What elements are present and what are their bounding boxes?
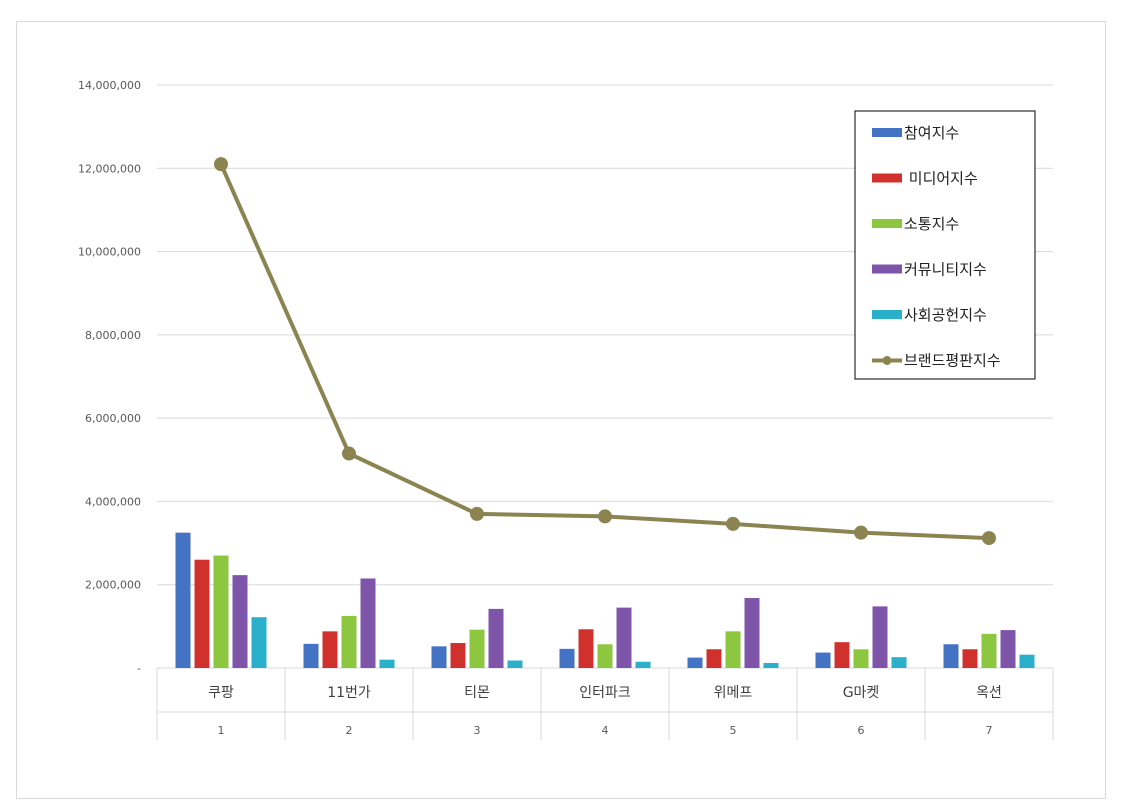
bar-5-7 (1019, 654, 1035, 668)
x-category-label: 11번가 (327, 685, 371, 701)
bar-3-2 (341, 615, 357, 668)
bar-1-6 (815, 652, 831, 668)
y-tick-label: - (137, 662, 141, 675)
bar-1-2 (303, 643, 319, 668)
x-category-label: 위메프 (714, 685, 753, 701)
bar-4-2 (360, 578, 376, 668)
bar-2-6 (834, 642, 850, 668)
x-rank-label: 3 (474, 724, 481, 737)
line-point-1 (214, 157, 228, 172)
x-category-label: G마켓 (843, 685, 880, 701)
bar-4-1 (232, 575, 248, 668)
x-rank-label: 2 (346, 724, 353, 737)
x-rank-label: 7 (986, 724, 993, 737)
bar-1-3 (431, 646, 447, 668)
bar-5-4 (635, 661, 651, 668)
bar-3-5 (725, 631, 741, 668)
line-point-5 (726, 516, 740, 531)
legend-label: 사회공헌지수 (904, 306, 987, 324)
bar-4-6 (872, 606, 888, 668)
chart-frame: - 2,000,000 4,000,000 6,000,000 8,000,000 10,… (16, 21, 1106, 799)
bar-4-5 (744, 598, 760, 668)
bar-1-4 (559, 648, 575, 668)
bar-2-2 (322, 631, 338, 668)
x-rank-label: 4 (602, 724, 609, 737)
bar-3-7 (981, 633, 997, 668)
y-tick-label: 6,000,000 (85, 412, 141, 425)
y-tick-label: 2,000,000 (85, 579, 141, 592)
line-point-4 (598, 509, 612, 524)
bar-4-7 (1000, 630, 1016, 668)
y-tick-label: 4,000,000 (85, 495, 141, 508)
bar-2-7 (962, 649, 978, 668)
bar-3-6 (853, 649, 869, 668)
x-category-label: 티몬 (464, 685, 490, 701)
bar-2-4 (578, 629, 594, 668)
line-point-7 (982, 531, 996, 546)
line-point-2 (342, 446, 356, 461)
x-rank-label: 5 (730, 724, 737, 737)
bar-3-3 (469, 629, 485, 668)
x-category-label: 인터파크 (579, 685, 631, 701)
x-category-label: 쿠팡 (208, 685, 234, 701)
x-category-label: 옥션 (976, 685, 1002, 701)
legend-label: 미디어지수 (904, 170, 978, 188)
bar-2-1 (194, 559, 210, 668)
y-tick-label: 14,000,000 (78, 79, 141, 92)
bar-5-2 (379, 659, 395, 668)
bar-4-3 (488, 608, 504, 668)
bar-5-6 (891, 657, 907, 668)
bar-2-3 (450, 643, 466, 668)
legend-swatch (872, 310, 902, 319)
legend-label: 소통지수 (904, 215, 959, 233)
bar-5-3 (507, 660, 523, 668)
y-tick-label: 8,000,000 (85, 329, 141, 342)
legend-swatch (872, 128, 902, 137)
bar-5-5 (763, 663, 779, 668)
legend-swatch (872, 173, 902, 183)
legend-box (854, 110, 1036, 380)
bar-1-7 (943, 644, 959, 668)
legend-marker (882, 356, 892, 365)
bar-1-1 (175, 532, 191, 668)
y-tick-label: 10,000,000 (78, 246, 141, 259)
bar-5-1 (251, 617, 267, 668)
bar-2-5 (706, 649, 722, 668)
x-rank-label: 1 (218, 724, 225, 737)
bar-1-5 (687, 657, 703, 668)
legend-label: 커뮤니티지수 (904, 261, 987, 279)
bar-3-4 (597, 644, 613, 668)
line-point-3 (470, 506, 484, 521)
legend-label: 참여지수 (904, 124, 959, 142)
bar-4-4 (616, 607, 632, 668)
legend-swatch (872, 264, 902, 274)
chart-svg: - 2,000,000 4,000,000 6,000,000 8,000,000 10,… (78, 79, 1054, 740)
legend-swatch (872, 219, 902, 228)
x-rank-label: 6 (858, 724, 865, 737)
bar-3-1 (213, 555, 229, 668)
y-tick-label: 12,000,000 (78, 162, 141, 175)
legend-label: 브랜드평판지수 (904, 352, 1001, 370)
line-point-6 (854, 525, 868, 540)
